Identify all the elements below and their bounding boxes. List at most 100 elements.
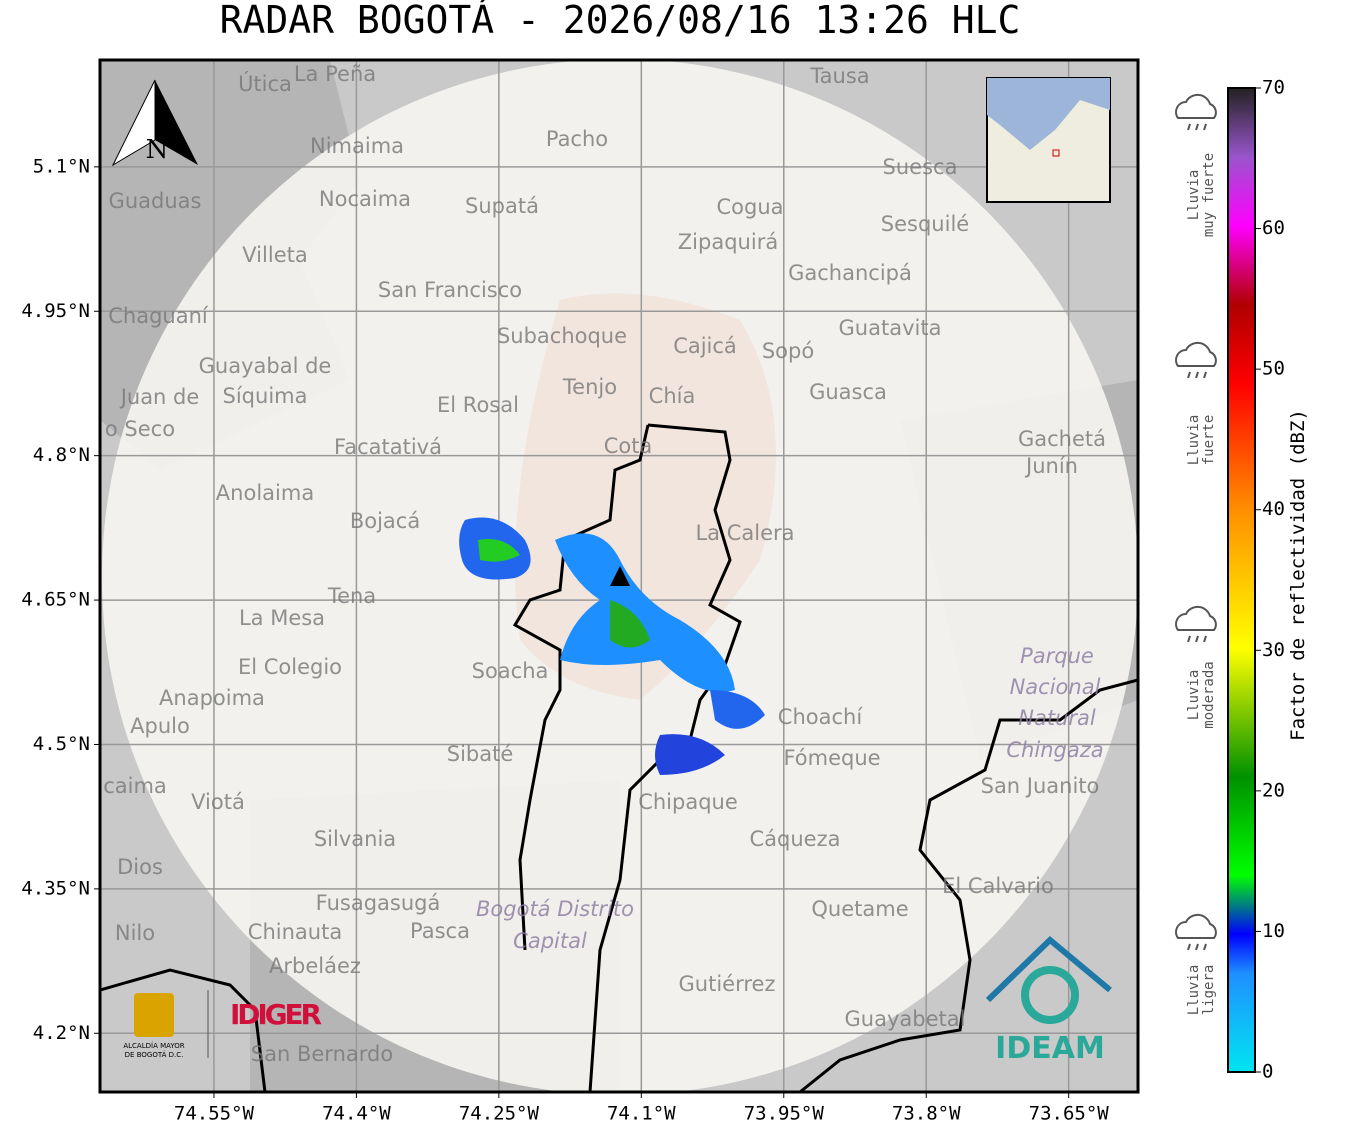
lon-tick-label: 74.1°W: [607, 1103, 676, 1125]
place-label: Bojacá: [350, 509, 420, 533]
place-label: Zipaquirá: [678, 230, 778, 254]
legend-item: Lluvia muy fuerte: [1175, 93, 1217, 237]
logo-idiger: IDIGER: [230, 998, 322, 1031]
radar-site: [610, 566, 630, 586]
lat-tick-label: 4.95°N: [21, 300, 90, 322]
colorbar-tick-label: 0: [1262, 1061, 1273, 1083]
weather-icon: [1175, 605, 1217, 631]
place-label: Chía: [649, 384, 696, 408]
place-label: Choachí: [778, 705, 864, 729]
place-label: El Calvario: [942, 874, 1054, 898]
crest: [134, 993, 174, 1037]
place-label: Anapoima: [159, 686, 265, 710]
logo-ideam: IDEAM: [985, 935, 1112, 1066]
legend-label: muy fuerte: [1201, 153, 1217, 237]
place-label: Nilo: [115, 921, 155, 945]
place-label: Gachetá: [1018, 427, 1106, 451]
legend-label: Lluvia: [1186, 965, 1202, 1016]
place-label: San Francisco: [378, 278, 522, 302]
ideam-roof: [985, 935, 1112, 1003]
lon-tick-label: 74.55°W: [174, 1103, 255, 1125]
place-label: Viotá: [191, 790, 245, 814]
place-label: Quetame: [811, 897, 908, 921]
place-label: Pacho: [546, 127, 608, 151]
north-arrow-right: [155, 80, 198, 165]
place-label: o Seco: [105, 417, 175, 441]
lat-tick-label: 5.1°N: [33, 155, 90, 177]
place-label: San Bernardo: [251, 1042, 393, 1066]
echo: [555, 533, 735, 692]
echo: [610, 600, 650, 648]
lat-tick-label: 4.65°N: [21, 589, 90, 611]
logo-ideam-text: IDEAM: [995, 1031, 1105, 1066]
ideam-swirl: [1021, 966, 1079, 1024]
place-label: Sesquilé: [881, 212, 969, 236]
inset-marker: [1052, 149, 1060, 157]
place-label: caima: [103, 774, 167, 798]
inset-sea: [987, 78, 1110, 150]
place-label: Supatá: [465, 194, 539, 218]
echo: [655, 734, 725, 775]
rain-drops: [1187, 635, 1207, 643]
map-frame: [98, 58, 1140, 1094]
urban-area: [515, 293, 776, 700]
weather-icon: [1175, 913, 1217, 939]
place-label: Fusagasugá: [316, 891, 441, 915]
lon-tick-label: 74.4°W: [322, 1103, 391, 1125]
place-label: Suesca: [883, 155, 958, 179]
rain-drops: [1187, 371, 1207, 379]
logo-alcaldia: ALCALDÍA MAYOR DE BOGOTÁ D.C. IDIGER: [123, 990, 322, 1059]
place-label: Soacha: [472, 659, 549, 683]
place-label: Cogua: [716, 195, 783, 219]
place-label: Útica: [238, 71, 292, 96]
logo-text: ALCALDÍA MAYOR: [123, 1041, 184, 1050]
place-label: Nimaima: [310, 134, 404, 158]
place-label: Chinauta: [248, 920, 342, 944]
place-label: Junín: [1024, 454, 1078, 478]
title: RADAR BOGOTÁ - 2026/08/16 13:26 HLC: [220, 0, 1021, 42]
place-label: Arbeláez: [269, 954, 361, 978]
place-label: La Mesa: [239, 606, 325, 630]
place-label: Natural: [1018, 706, 1096, 730]
place-label: Apulo: [130, 714, 190, 738]
place-label: Gachancipá: [788, 261, 912, 285]
place-label: Chipaque: [638, 790, 738, 814]
legend-label: Lluvia: [1186, 415, 1202, 466]
place-label: Anolaima: [216, 481, 314, 505]
place-label: San Juanito: [981, 774, 1100, 798]
lat-tick-label: 4.5°N: [33, 733, 90, 755]
north-arrow: N: [111, 79, 198, 167]
colorbar-tick-label: 20: [1262, 779, 1285, 801]
place-label: Guayabal de: [199, 354, 332, 378]
place-label: Juan de: [119, 385, 200, 409]
place-label: La Calera: [695, 521, 794, 545]
north-label: N: [146, 135, 169, 165]
place-label: Tena: [327, 584, 376, 608]
place-label: Cota: [604, 434, 653, 458]
rain-drops: [1187, 123, 1207, 131]
lon-tick-label: 73.65°W: [1029, 1103, 1110, 1125]
place-label: Nacional: [1010, 675, 1101, 699]
place-label: Capital: [513, 929, 587, 953]
lon-tick-label: 73.8°W: [892, 1103, 961, 1125]
place-label: El Colegio: [238, 655, 342, 679]
weather-icon: [1175, 93, 1217, 119]
lat-tick-label: 4.2°N: [33, 1022, 90, 1044]
legend-label: ligera: [1201, 965, 1217, 1016]
place-label: Nocaima: [319, 187, 411, 211]
place-label: Chaguaní: [108, 304, 209, 328]
place-label: La Peña: [294, 62, 376, 86]
echo: [478, 539, 520, 562]
legend-item: Lluvia moderada: [1175, 605, 1217, 729]
weather-icon: [1175, 341, 1217, 367]
legend-label: fuerte: [1201, 415, 1217, 466]
rain-drops: [1187, 943, 1207, 951]
logo-text: DE BOGOTÁ D.C.: [125, 1050, 184, 1059]
place-label: Dios: [117, 855, 163, 879]
legend-label: Lluvia: [1186, 670, 1202, 721]
colorbar-label: Factor de reflectividad (dBZ): [1287, 409, 1309, 741]
colorbar-tick-label: 10: [1262, 920, 1285, 942]
lon-tick-label: 74.25°W: [459, 1103, 540, 1125]
